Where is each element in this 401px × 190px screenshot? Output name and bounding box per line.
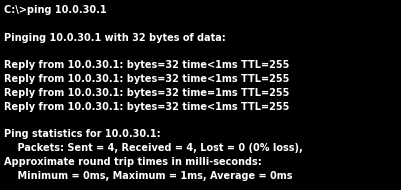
Text: Minimum = 0ms, Maximum = 1ms, Average = 0ms: Minimum = 0ms, Maximum = 1ms, Average = …: [4, 171, 292, 181]
Text: Reply from 10.0.30.1: bytes=32 time<1ms TTL=255: Reply from 10.0.30.1: bytes=32 time<1ms …: [4, 60, 289, 70]
Text: C:\>ping 10.0.30.1: C:\>ping 10.0.30.1: [4, 5, 106, 15]
Text: Pinging 10.0.30.1 with 32 bytes of data:: Pinging 10.0.30.1 with 32 bytes of data:: [4, 33, 225, 43]
Text: Ping statistics for 10.0.30.1:: Ping statistics for 10.0.30.1:: [4, 129, 160, 139]
Text: Reply from 10.0.30.1: bytes=32 time<1ms TTL=255: Reply from 10.0.30.1: bytes=32 time<1ms …: [4, 102, 289, 112]
Text: Approximate round trip times in milli-seconds:: Approximate round trip times in milli-se…: [4, 157, 261, 167]
Text: Reply from 10.0.30.1: bytes=32 time=1ms TTL=255: Reply from 10.0.30.1: bytes=32 time=1ms …: [4, 88, 289, 98]
Text: Reply from 10.0.30.1: bytes=32 time<1ms TTL=255: Reply from 10.0.30.1: bytes=32 time<1ms …: [4, 74, 289, 84]
Text: Packets: Sent = 4, Received = 4, Lost = 0 (0% loss),: Packets: Sent = 4, Received = 4, Lost = …: [4, 143, 302, 153]
